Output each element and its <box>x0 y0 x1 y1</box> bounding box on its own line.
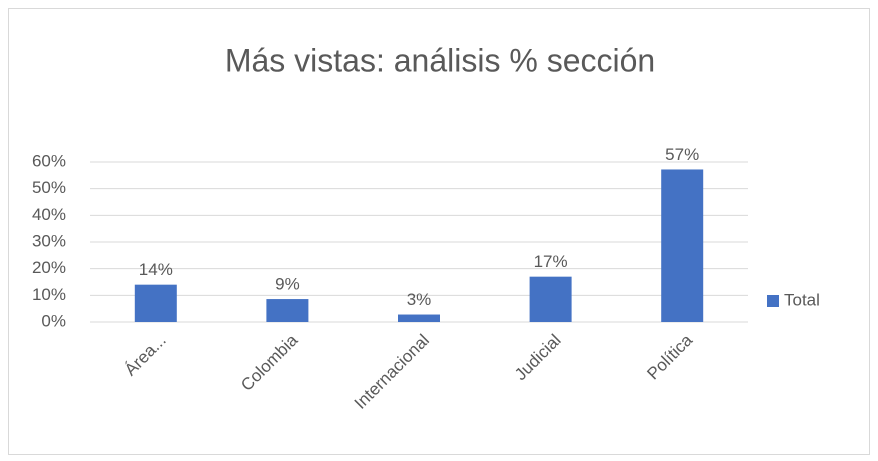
y-tick-label: 10% <box>32 285 66 304</box>
bar <box>134 284 177 322</box>
bar <box>266 299 309 322</box>
bar <box>529 276 572 322</box>
data-label: 17% <box>534 252 568 271</box>
chart-border <box>8 8 870 455</box>
bar <box>398 314 440 322</box>
legend-label: Total <box>784 290 820 309</box>
y-tick-label: 20% <box>32 258 66 277</box>
y-tick-label: 0% <box>41 311 66 330</box>
data-label: 3% <box>407 290 432 309</box>
y-tick-label: 30% <box>32 231 66 250</box>
y-tick-label: 50% <box>32 178 66 197</box>
data-label: 14% <box>139 260 173 279</box>
y-tick-label: 40% <box>32 205 66 224</box>
chart-title: Más vistas: análisis % sección <box>225 42 655 78</box>
data-label: 57% <box>665 145 699 164</box>
y-tick-label: 60% <box>32 151 66 170</box>
legend-swatch <box>767 295 779 307</box>
data-label: 9% <box>275 275 300 294</box>
bar <box>661 169 704 322</box>
